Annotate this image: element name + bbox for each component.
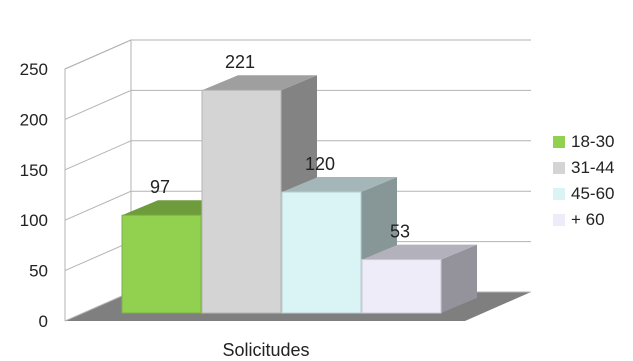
legend-swatch [553,188,565,200]
data-label: 97 [150,177,170,197]
bar [201,75,317,314]
gridline-diagonal [64,39,132,70]
left-wall [64,39,132,321]
legend-item: 31-44 [553,156,631,180]
data-label: 53 [390,222,410,242]
bar-front-face [361,259,442,314]
legend-swatch [553,214,565,226]
y-tick-label: 250 [20,60,48,79]
bar-top-face [362,244,477,260]
gridline-diagonal [64,291,132,322]
bar-top-face [202,75,317,91]
bar [361,244,477,314]
bar-front-face [201,89,282,314]
data-labels: 97 221 120 53 [150,52,410,241]
legend: 18-30 31-44 45-60 + 60 [553,130,631,234]
legend-label: 45-60 [571,184,615,203]
gridline-diagonal [64,241,132,272]
data-label: 120 [305,154,335,174]
bars [121,75,477,314]
y-axis-ticks: 0 50 100 150 200 250 [20,60,48,331]
legend-swatch [553,162,565,174]
legend-swatch [553,136,565,148]
y-tick-label: 200 [20,110,48,129]
legend-label: + 60 [571,210,605,229]
bar-top-face [282,177,397,193]
y-tick-label: 100 [20,211,48,230]
gridline-diagonal [64,89,132,120]
data-label: 221 [225,52,255,72]
bar-front-face [281,191,362,314]
legend-item: 18-30 [553,130,631,154]
gridline-diagonal [64,140,132,171]
bar-front-face [121,214,202,314]
legend-label: 18-30 [571,132,615,151]
legend-item: + 60 [553,208,631,232]
x-axis-label: Solicitudes [222,340,309,360]
legend-item: 45-60 [553,182,631,206]
bar-side-face [441,244,477,313]
legend-label: 31-44 [571,158,615,177]
gridline-diagonal [64,190,132,221]
y-tick-label: 50 [29,262,48,281]
y-tick-label: 150 [20,161,48,180]
y-tick-label: 0 [39,312,48,331]
